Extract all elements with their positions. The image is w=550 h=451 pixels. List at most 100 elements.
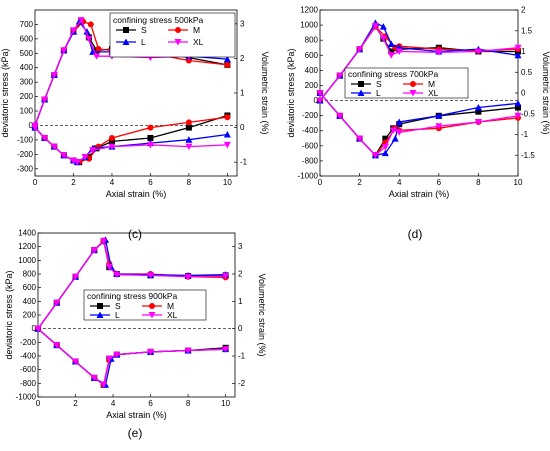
x-tick-label: 10 [221, 399, 230, 408]
x-tick-label: 8 [476, 178, 481, 187]
stress-point [87, 21, 94, 28]
stress-line-XL [319, 24, 519, 101]
stress-point [336, 72, 344, 80]
volumetric-point [185, 143, 193, 151]
legend-marker-XL [148, 312, 156, 319]
legend-marker-S [97, 303, 103, 309]
x-tick-label: 0 [318, 178, 323, 187]
volumetric-point [356, 135, 364, 143]
legend-label-S: S [141, 25, 147, 35]
volumetric-point [316, 90, 324, 97]
volumetric-line-M [319, 92, 519, 157]
stress-point [41, 96, 49, 103]
legend-marker-L [122, 38, 130, 45]
stress-point [83, 28, 91, 35]
volumetric-point [224, 114, 231, 121]
volumetric-point [81, 153, 89, 161]
legend-box [109, 12, 236, 58]
stress-point [224, 61, 231, 68]
volumetric-point [147, 134, 154, 141]
y2-tick-label: 0.5 [521, 68, 533, 77]
volumetric-point [105, 355, 113, 363]
y2-tick-label: -1 [238, 352, 246, 361]
stress-point [50, 71, 58, 79]
chart-e: 0 2 4 6 8 10-1000-800-600-400-200020040060080… [4, 229, 267, 441]
stress-point [85, 35, 93, 43]
y-tick-label: 200 [305, 81, 319, 90]
y-tick-label: 500 [20, 49, 34, 58]
stress-point [379, 35, 387, 43]
stress-point [105, 264, 113, 271]
y2-tick-label: 0 [240, 123, 245, 132]
volumetric-line-S [37, 328, 226, 386]
volumetric-point [147, 348, 155, 356]
volumetric-point [435, 112, 443, 119]
volumetric-point [72, 358, 80, 365]
volumetric-point [85, 155, 92, 162]
volumetric-line-L [37, 328, 226, 386]
volumetric-point [474, 104, 482, 111]
legend-label-XL: XL [167, 310, 178, 320]
x-axis-label: Axial strain (%) [106, 189, 167, 199]
volumetric-point [147, 124, 154, 131]
x-tick-label: 0 [33, 178, 38, 187]
volumetric-point [53, 342, 61, 349]
volumetric-point [475, 108, 482, 115]
y-tick-label: 1200 [300, 6, 318, 15]
stress-point [514, 44, 522, 52]
stress-point [514, 51, 522, 59]
volumetric-line-XL [37, 328, 226, 386]
legend-label-XL: XL [428, 88, 439, 98]
y2-tick-label: -1 [521, 130, 529, 139]
y-tick-label: 0 [32, 324, 37, 333]
volumetric-point [184, 347, 192, 355]
stress-point [356, 46, 364, 53]
volumetric-point [474, 119, 482, 126]
y-tick-label: 0 [314, 96, 319, 105]
y-tick-label: 1000 [300, 21, 318, 30]
y2-axis-label: Volumetric strain (%) [260, 51, 270, 134]
y-tick-label: 300 [20, 78, 34, 87]
volumetric-point [336, 112, 344, 120]
stress-point [371, 22, 379, 30]
chart-d: 0 2 4 6 8 10-1000-800-600-400-200020040060080… [286, 6, 550, 242]
volumetric-point [41, 134, 49, 142]
series-XL [316, 22, 522, 159]
volumetric-point [371, 152, 379, 159]
y2-tick-label: -0.5 [521, 109, 535, 118]
y-tick-label: 600 [20, 34, 34, 43]
legend-marker-M [410, 81, 416, 87]
legend-marker-M [175, 27, 181, 33]
legend-marker-XL [409, 90, 417, 97]
legend-title: confining stress 900kPa [87, 291, 178, 301]
legend-label-L: L [115, 310, 120, 320]
stress-point [93, 53, 101, 60]
stress-point [435, 49, 443, 56]
volumetric-point [381, 149, 389, 157]
legend-marker-L [357, 89, 365, 96]
y-tick-label: 200 [23, 311, 37, 320]
y2-tick-label: 2 [238, 270, 243, 279]
y2-tick-label: 3 [240, 19, 245, 28]
stress-point [387, 40, 395, 47]
stress-point [222, 273, 230, 280]
x-tick-label: 6 [437, 178, 442, 187]
volumetric-point [90, 374, 98, 382]
x-tick-label: 4 [110, 178, 115, 187]
volumetric-point [50, 143, 58, 151]
y2-tick-label: 1 [521, 47, 526, 56]
y-tick-label: -1000 [298, 172, 319, 181]
stress-point [60, 47, 68, 54]
volumetric-point [381, 143, 389, 151]
volumetric-point [185, 119, 192, 126]
stress-point [474, 48, 482, 55]
y-tick-label: -600 [302, 141, 319, 150]
x-tick-label: 8 [186, 399, 191, 408]
volumetric-point [389, 127, 397, 134]
legend-label-XL: XL [193, 37, 204, 47]
x-tick-label: 0 [36, 399, 41, 408]
y2-tick-label: 2 [240, 54, 245, 63]
